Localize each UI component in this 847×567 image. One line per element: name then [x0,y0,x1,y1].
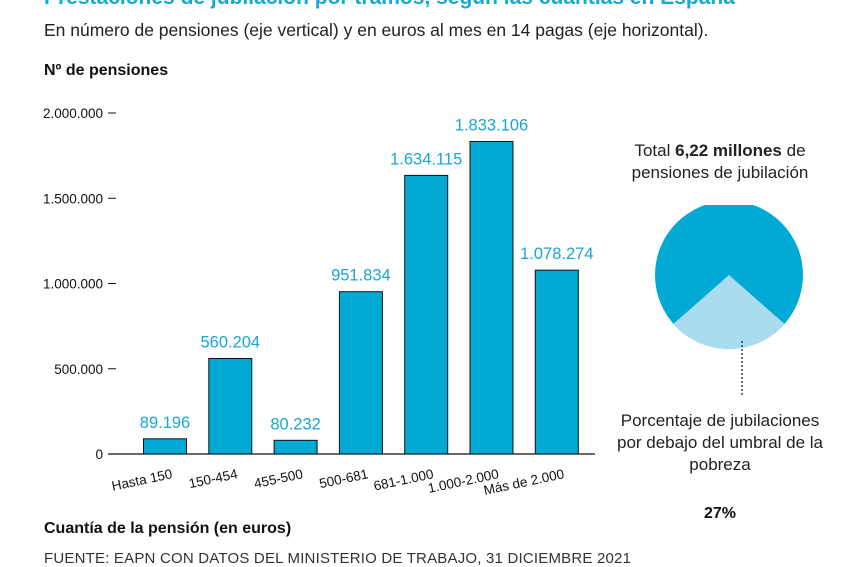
x-tick-label: 681-1.000 [372,466,435,493]
bar-value-label: 1.833.106 [455,116,528,134]
bar-value-label: 80.232 [270,415,320,433]
x-tick-label: 455-500 [253,466,305,491]
y-tick-label: 0 [95,447,103,462]
x-tick-label: Hasta 150 [110,466,173,493]
pie-slice-poverty [673,275,785,350]
bar-value-label: 1.078.274 [520,245,593,263]
pie-total-text: Total 6,22 millones de pensiones de jubi… [610,140,830,184]
pie-caption: Porcentaje de jubilaciones por debajo de… [616,411,824,474]
bar-value-label: 89.196 [140,414,190,432]
source-note: FUENTE: EAPN CON DATOS DEL MINISTERIO DE… [44,550,632,567]
pie-chart [655,205,803,395]
y-tick-label: 1.500.000 [43,191,103,206]
bar [273,439,318,455]
x-tick-label: 150-454 [187,466,239,491]
chart-title: Prestaciones de jubilación por tramos, s… [44,0,735,10]
pie-total-prefix: Total [634,141,676,160]
bar [469,140,514,455]
pie-percent-label: 27% [703,505,737,522]
x-tick-label: 500-681 [318,466,370,491]
bar [338,291,383,455]
x-axis-label: Cuantía de la pensión (en euros) [44,520,292,537]
bar-value-label: 951.834 [331,267,391,285]
bar [208,357,253,455]
y-tick-label: 2.000.000 [43,106,103,121]
bar-value-label: 560.204 [200,333,260,351]
bar-value-label: 1.634.115 [390,150,462,168]
pie-total-suffix: de pensiones de jubilación [631,141,809,182]
bar-chart: 0 500.000 1.000.000 1.500.000 2.000.000 89.1… [43,106,595,498]
bar [143,438,187,455]
y-tick-label: 500.000 [54,362,103,377]
y-tick-label: 1.000.000 [43,277,103,292]
bar [534,269,579,455]
bar [404,174,449,455]
y-axis-label: Nº de pensiones [44,62,169,79]
chart-subtitle: En número de pensiones (eje vertical) y … [44,20,709,40]
pie-total-bold: 6,22 millones [675,141,782,160]
